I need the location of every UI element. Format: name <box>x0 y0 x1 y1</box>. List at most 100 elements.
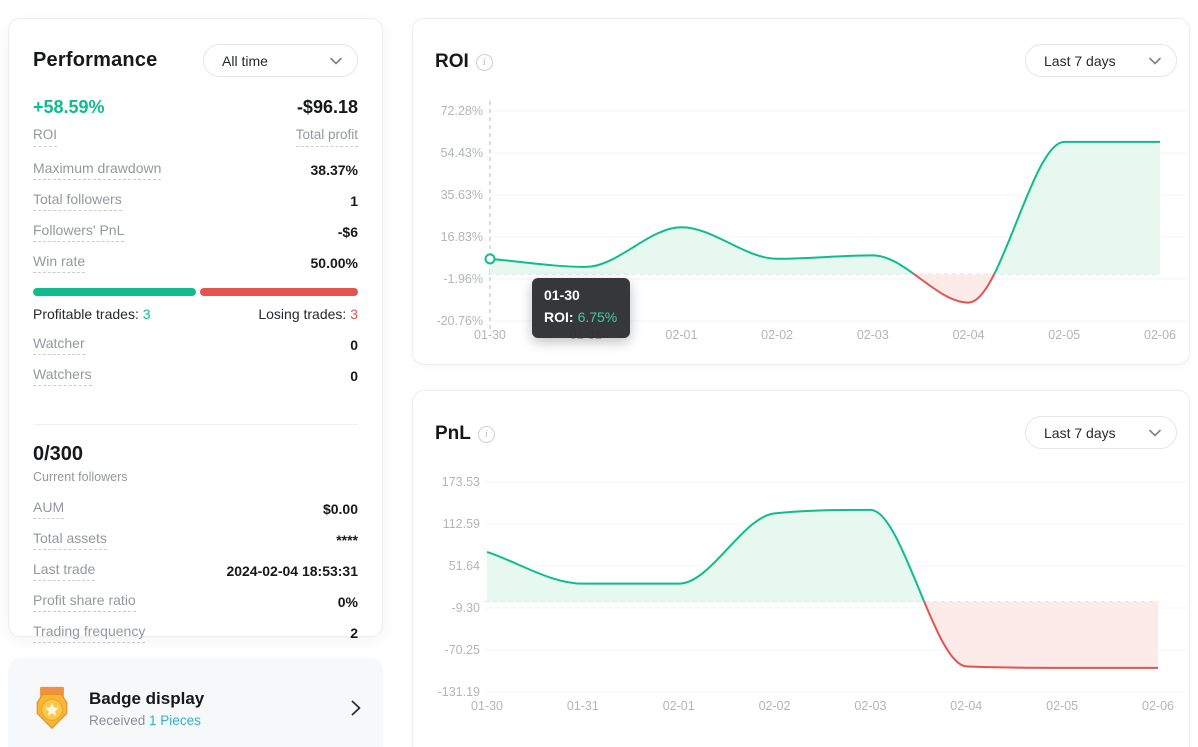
stat-label[interactable]: Watchers <box>33 366 92 387</box>
svg-text:-9.30: -9.30 <box>452 601 481 615</box>
stat-label[interactable]: Total followers <box>33 191 122 212</box>
chevron-right-icon[interactable] <box>351 700 361 716</box>
win-rate-bar <box>33 287 358 296</box>
current-followers-caption: Current followers <box>33 469 128 484</box>
badge-display-title: Badge display <box>89 688 205 708</box>
svg-text:-131.19: -131.19 <box>438 685 480 699</box>
badge-display-card[interactable]: Badge display Received 1 Pieces <box>8 658 383 747</box>
stat-row: Watcher 0 <box>33 330 358 361</box>
gold-medal-icon <box>36 686 68 730</box>
roi-big-label[interactable]: ROI <box>33 127 58 147</box>
pnl-chart-canvas: 173.53 112.59 51.64 -9.30 -70.25 -131.1901-30… <box>438 475 1187 713</box>
svg-text:02-03: 02-03 <box>857 328 889 342</box>
section-divider <box>33 423 358 425</box>
time-range-value: All time <box>222 52 268 69</box>
performance-card: Performance All time +58.59% ROI -$96.18… <box>8 18 383 644</box>
stat-row: Maximum drawdown 38.37% <box>33 155 358 186</box>
current-followers-value: 0/300 <box>33 442 84 465</box>
badge-pieces-link[interactable]: 1 Pieces <box>149 712 201 728</box>
performance-stats-list: Maximum drawdown 38.37% Total followers 1 Fo… <box>33 155 358 279</box>
stat-value: -$6 <box>337 224 358 241</box>
losing-bar-segment <box>199 287 358 296</box>
stat-label[interactable]: Watcher <box>33 335 85 356</box>
watch-stats-list: Watcher 0 Watchers 0 <box>33 330 358 392</box>
time-range-dropdown[interactable]: All time <box>203 44 358 77</box>
svg-text:02-03: 02-03 <box>854 699 886 713</box>
profitable-trades-count: 3 <box>142 305 151 322</box>
chevron-down-icon <box>1149 57 1161 64</box>
total-profit-label[interactable]: Total profit <box>295 127 358 147</box>
stat-value: 0 <box>350 368 358 385</box>
pnl-chart-card: 173.53 112.59 51.64 -9.30 -70.25 -131.19 01-30… <box>412 390 1190 747</box>
stat-value: 50.00% <box>310 255 358 272</box>
svg-text:16.83%: 16.83% <box>441 230 483 244</box>
series-line-positive <box>489 140 1160 275</box>
svg-text:-70.25: -70.25 <box>445 643 480 657</box>
stat-value: 2024-02-04 18:53:31 <box>226 563 358 580</box>
svg-text:01-30: 01-30 <box>474 328 506 342</box>
stat-label[interactable]: Last trade <box>33 561 96 582</box>
stat-value: 1 <box>350 193 358 210</box>
total-profit-value: -$96.18 <box>296 97 358 117</box>
pnl-range-value: Last 7 days <box>1044 424 1116 441</box>
svg-text:54.43%: 54.43% <box>441 146 483 160</box>
svg-text:02-05: 02-05 <box>1046 699 1078 713</box>
svg-text:72.28%: 72.28% <box>441 104 483 118</box>
chevron-down-icon <box>1149 429 1161 436</box>
account-stats-list: AUM $0.00 Total assets **** Last trade 2024-0… <box>33 494 358 649</box>
stat-label[interactable]: Followers' PnL <box>33 222 125 243</box>
stat-label[interactable]: AUM <box>33 499 65 520</box>
svg-text:-20.76%: -20.76% <box>436 314 483 328</box>
badge-received-text: Received 1 Pieces <box>89 712 201 728</box>
roi-range-dropdown[interactable]: Last 7 days <box>1025 44 1177 77</box>
stat-row: Followers' PnL -$6 <box>33 217 358 248</box>
performance-title: Performance <box>33 49 158 71</box>
svg-text:173.53: 173.53 <box>442 475 480 489</box>
roi-range-value: Last 7 days <box>1044 52 1116 69</box>
stat-value: 38.37% <box>310 162 358 179</box>
stat-label[interactable]: Win rate <box>33 253 86 274</box>
svg-text:-1.96%: -1.96% <box>443 272 483 286</box>
svg-text:02-05: 02-05 <box>1048 328 1080 342</box>
area-fill-positive <box>487 509 925 602</box>
roi-chart-canvas: 72.28%54.43%35.63%16.83%-1.96%-20.76%01-… <box>436 101 1187 342</box>
stat-value: 0 <box>350 337 358 354</box>
svg-text:02-06: 02-06 <box>1144 328 1176 342</box>
stat-label[interactable]: Profit share ratio <box>33 592 136 613</box>
svg-text:02-01: 02-01 <box>663 699 695 713</box>
profitable-bar-segment <box>33 287 196 296</box>
area-fill-negative <box>914 274 995 303</box>
svg-text:01-30: 01-30 <box>471 699 503 713</box>
area-fill-positive <box>490 141 1160 275</box>
info-icon[interactable]: i <box>475 53 493 71</box>
stat-label[interactable]: Maximum drawdown <box>33 160 162 181</box>
stat-row: Total followers 1 <box>33 186 358 217</box>
svg-text:02-04: 02-04 <box>953 328 985 342</box>
profitable-trades: Profitable trades: 3 <box>33 305 151 322</box>
stat-value: $0.00 <box>322 501 358 518</box>
stat-label[interactable]: Trading frequency <box>33 623 146 644</box>
roi-chart-title: ROI i <box>435 51 493 73</box>
tooltip-date: 01-30 <box>544 287 580 303</box>
svg-text:01-31: 01-31 <box>567 699 599 713</box>
pnl-chart-title: PnL i <box>435 423 495 445</box>
trades-summary-row: Profitable trades: 3 Losing trades: 3 <box>33 306 358 322</box>
losing-trades-count: 3 <box>350 305 358 322</box>
roi-big-value: +58.59% <box>33 97 105 117</box>
roi-tooltip: 01-30 ROI: 6.75% <box>532 278 630 338</box>
tooltip-point-marker <box>484 253 496 265</box>
svg-text:02-04: 02-04 <box>950 699 982 713</box>
svg-text:51.64: 51.64 <box>449 559 480 573</box>
stat-row: AUM $0.00 <box>33 494 358 525</box>
info-icon[interactable]: i <box>477 425 495 443</box>
svg-text:02-02: 02-02 <box>759 699 791 713</box>
svg-text:02-06: 02-06 <box>1142 699 1174 713</box>
stat-value: 0% <box>337 594 358 611</box>
y-axis-labels: 173.53 112.59 51.64 -9.30 -70.25 -131.19 <box>438 475 480 699</box>
series-line-negative <box>923 601 1158 669</box>
stat-row: Win rate 50.00% <box>33 248 358 279</box>
stat-label[interactable]: Total assets <box>33 530 107 551</box>
stat-value: **** <box>336 532 358 549</box>
pnl-range-dropdown[interactable]: Last 7 days <box>1025 416 1177 449</box>
